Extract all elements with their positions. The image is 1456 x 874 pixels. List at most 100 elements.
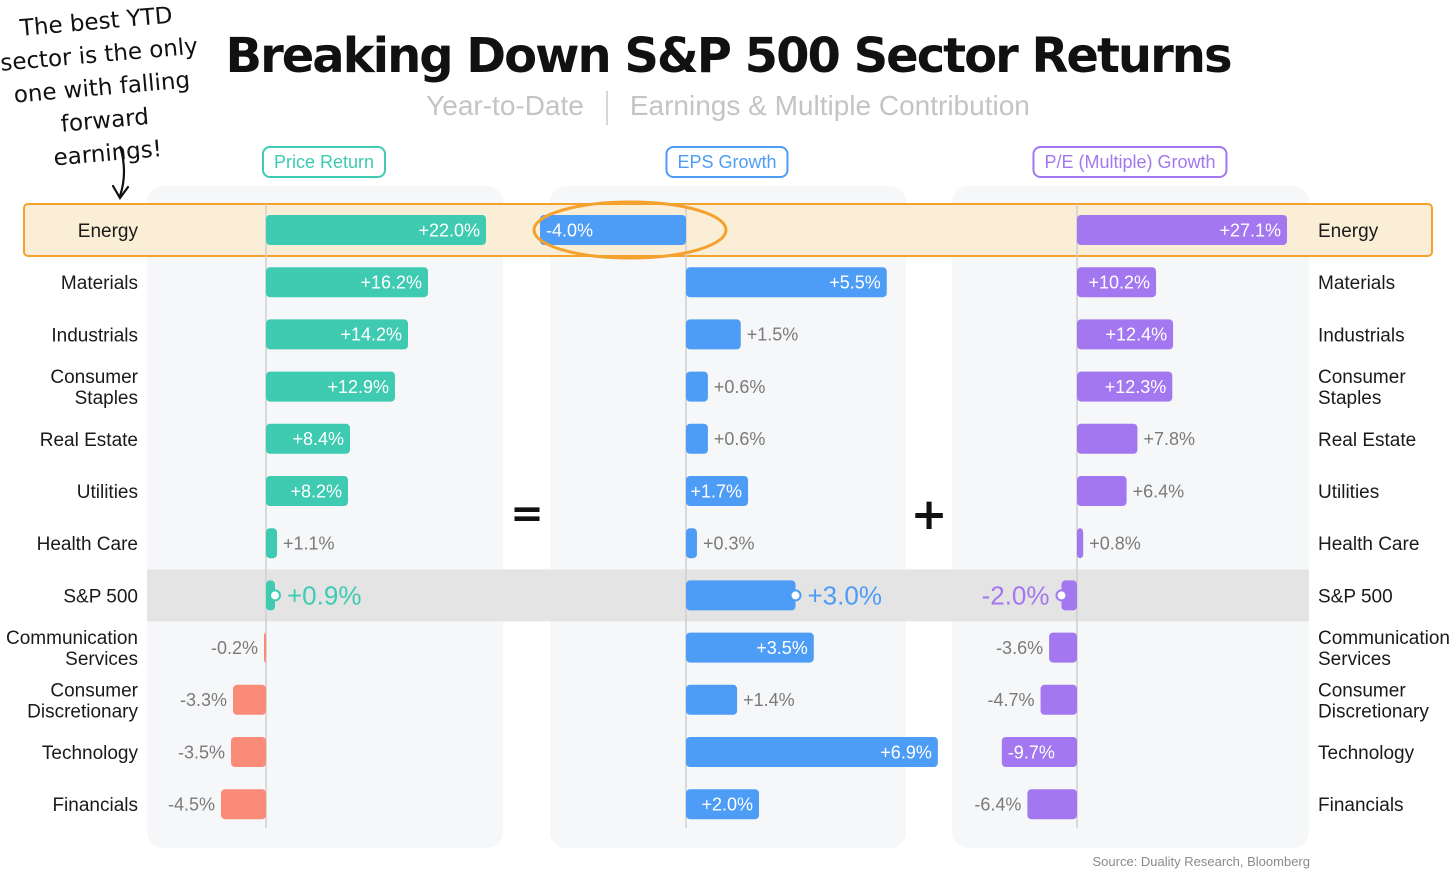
value-label-s0-1: +16.2% — [360, 273, 422, 293]
eps-growth-panel-label: EPS Growth — [665, 146, 789, 178]
value-label-s0-4: +8.4% — [292, 429, 344, 449]
bar-s2-6 — [1077, 528, 1084, 559]
category-label-line: Utilities — [77, 482, 138, 503]
value-label-s1-9: +1.4% — [743, 690, 795, 710]
bar-s0-10 — [231, 737, 266, 767]
category-label-line: Materials — [1318, 273, 1395, 294]
bar-s1-7 — [686, 580, 796, 611]
value-label-s1-7: +3.0% — [808, 581, 882, 611]
value-label-s0-10: -3.5% — [178, 742, 225, 762]
bar-s0-6 — [266, 528, 277, 559]
category-label-line: Real Estate — [40, 430, 138, 451]
bar-s1-5 — [686, 476, 749, 506]
sp500-marker-0 — [269, 589, 281, 602]
category-label-line: Financials — [52, 795, 138, 816]
value-label-s1-11: +2.0% — [701, 795, 753, 815]
category-label-left-4: Real Estate — [40, 430, 138, 451]
category-label-left-6: Health Care — [37, 534, 138, 555]
category-label-left-11: Financials — [52, 795, 138, 816]
bar-s1-2 — [686, 319, 741, 350]
category-label-right-7: S&P 500 — [1318, 586, 1393, 607]
category-label-right-6: Health Care — [1318, 534, 1419, 555]
category-label-line: Utilities — [1318, 482, 1379, 503]
category-label-left-8: Communication Services — [6, 628, 138, 670]
category-label-line: Real Estate — [1318, 430, 1416, 451]
bar-s2-10 — [1001, 737, 1077, 767]
panel-background-0 — [147, 186, 503, 848]
bar-s2-11 — [1027, 789, 1077, 820]
category-label-line: Energy — [1318, 221, 1379, 242]
sp500-marker-1 — [789, 589, 802, 602]
value-label-s2-6: +0.8% — [1089, 534, 1141, 554]
sp500-marker-2 — [1055, 589, 1068, 602]
bar-s1-4 — [686, 423, 708, 454]
category-label-right-2: Industrials — [1318, 325, 1405, 346]
value-label-s0-6: +1.1% — [283, 534, 335, 554]
value-label-s2-7: -2.0% — [982, 581, 1050, 611]
bar-s0-0 — [266, 215, 486, 245]
category-label-left-0: Energy — [78, 221, 139, 242]
bar-s2-0 — [1077, 215, 1288, 245]
bar-s0-3 — [266, 371, 395, 402]
bar-s1-8 — [686, 632, 814, 663]
bar-s1-0 — [540, 215, 686, 245]
category-label-line: Discretionary — [27, 701, 138, 722]
category-label-line: Materials — [61, 273, 138, 294]
subtitle-description: Earnings & Multiple Contribution — [629, 90, 1030, 121]
category-label-line: S&P 500 — [63, 586, 138, 607]
value-label-s2-10: -9.7% — [1008, 742, 1055, 762]
category-label-right-10: Technology — [1318, 743, 1415, 764]
category-label-line: Financials — [1318, 795, 1404, 816]
value-label-s1-0: -4.0% — [546, 220, 593, 240]
bar-s1-1 — [686, 267, 887, 298]
category-label-right-8: Communication Services — [1318, 628, 1450, 670]
energy-eps-circle — [532, 200, 728, 260]
category-label-left-5: Utilities — [77, 482, 138, 503]
value-label-s2-9: -4.7% — [988, 690, 1035, 710]
category-label-line: Energy — [78, 221, 139, 242]
value-label-s1-6: +0.3% — [703, 534, 755, 554]
value-label-s2-0: +27.1% — [1219, 220, 1281, 240]
category-label-line: Consumer — [50, 367, 138, 388]
value-label-s2-2: +12.4% — [1106, 325, 1168, 345]
bar-s1-9 — [686, 684, 738, 715]
category-label-line: Communication — [6, 628, 138, 649]
chart-title: Breaking Down S&P 500 Sector Returns — [225, 28, 1232, 84]
value-label-s0-3: +12.9% — [327, 377, 389, 397]
value-label-s1-10: +6.9% — [880, 742, 932, 762]
value-label-s0-8: -0.2% — [211, 638, 258, 658]
value-label-s2-8: -3.6% — [996, 638, 1043, 658]
bar-s0-2 — [266, 319, 408, 350]
bar-s0-9 — [233, 684, 266, 715]
value-label-s2-5: +6.4% — [1133, 481, 1185, 501]
category-label-line: Communication — [1318, 628, 1450, 649]
value-label-s0-0: +22.0% — [418, 220, 480, 240]
panel-background-2 — [952, 186, 1309, 848]
category-label-right-11: Financials — [1318, 795, 1404, 816]
category-label-right-5: Utilities — [1318, 482, 1379, 503]
chart-subtitle: Year-to-Date Earnings & Multiple Contribu… — [0, 90, 1456, 125]
subtitle-divider — [605, 90, 608, 125]
value-label-s1-8: +3.5% — [756, 638, 808, 658]
category-label-line: Technology — [1318, 743, 1415, 764]
bar-s1-11 — [686, 789, 759, 820]
subtitle-period: Year-to-Date — [426, 90, 584, 121]
plus-operator: + — [911, 489, 948, 540]
annotation-arrow-head — [111, 184, 130, 201]
bar-s0-8 — [264, 632, 266, 663]
bar-s0-5 — [266, 476, 348, 506]
category-label-line: Consumer — [1318, 367, 1406, 388]
bar-s2-1 — [1077, 267, 1157, 298]
bar-s1-10 — [686, 737, 938, 767]
category-label-line: Services — [1318, 649, 1391, 670]
bar-s2-2 — [1077, 319, 1174, 350]
category-label-right-4: Real Estate — [1318, 430, 1416, 451]
category-label-line: Industrials — [51, 325, 138, 346]
category-label-line: Industrials — [1318, 325, 1405, 346]
bar-s0-4 — [266, 423, 350, 454]
value-label-s0-7: +0.9% — [287, 581, 361, 611]
category-label-right-9: Consumer Discretionary — [1318, 680, 1429, 722]
equals-operator: = — [510, 491, 544, 537]
category-label-line: Discretionary — [1318, 701, 1429, 722]
